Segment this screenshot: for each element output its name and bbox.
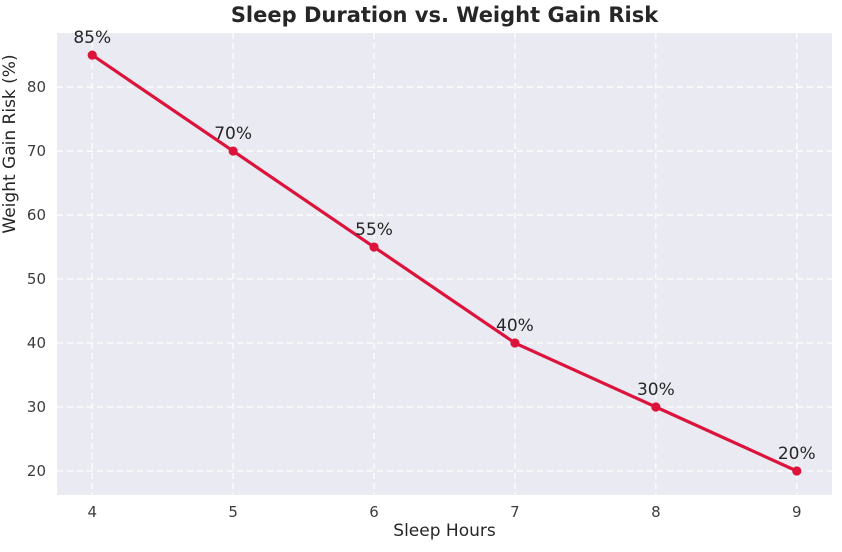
y-tick-label: 60 bbox=[27, 206, 46, 224]
data-point bbox=[228, 146, 238, 156]
point-annotation: 55% bbox=[355, 220, 393, 240]
point-annotation: 20% bbox=[778, 444, 816, 464]
x-tick-label: 8 bbox=[651, 503, 661, 521]
y-tick-label: 70 bbox=[27, 142, 46, 160]
series-line bbox=[90, 53, 799, 473]
point-annotation: 70% bbox=[214, 124, 252, 144]
x-tick-label: 9 bbox=[792, 503, 802, 521]
data-point bbox=[510, 338, 520, 348]
x-tick-labels: 4 5 6 7 8 9 bbox=[87, 503, 801, 521]
data-point bbox=[369, 242, 379, 252]
gridlines bbox=[57, 33, 832, 495]
point-annotations: 85% 70% 55% 40% 30% 20% bbox=[73, 28, 815, 464]
plot-background bbox=[57, 33, 832, 495]
x-tick-label: 7 bbox=[510, 503, 520, 521]
point-annotation: 85% bbox=[73, 28, 111, 48]
y-tick-label: 50 bbox=[27, 270, 46, 288]
line-series bbox=[90, 53, 799, 473]
y-axis-label: Weight Gain Risk (%) bbox=[0, 54, 20, 234]
y-tick-labels: 20 30 40 50 60 70 80 bbox=[27, 78, 46, 480]
x-tick-label: 6 bbox=[369, 503, 379, 521]
data-point bbox=[87, 50, 97, 60]
x-tick-label: 5 bbox=[228, 503, 238, 521]
y-tick-label: 30 bbox=[27, 398, 46, 416]
y-tick-label: 40 bbox=[27, 334, 46, 352]
data-points bbox=[87, 50, 802, 476]
point-annotation: 30% bbox=[637, 380, 675, 400]
x-axis-label: Sleep Hours bbox=[393, 521, 496, 541]
data-point bbox=[651, 402, 661, 412]
point-annotation: 40% bbox=[496, 316, 534, 336]
y-tick-label: 20 bbox=[27, 462, 46, 480]
x-tick-label: 4 bbox=[87, 503, 97, 521]
y-tick-label: 80 bbox=[27, 78, 46, 96]
chart-title: Sleep Duration vs. Weight Gain Risk bbox=[230, 3, 659, 27]
data-point bbox=[792, 466, 802, 476]
plot-area: 85% 70% 55% 40% 30% 20% 4 5 6 7 8 9 20 30 40 50 60 70 80 bbox=[27, 28, 832, 521]
